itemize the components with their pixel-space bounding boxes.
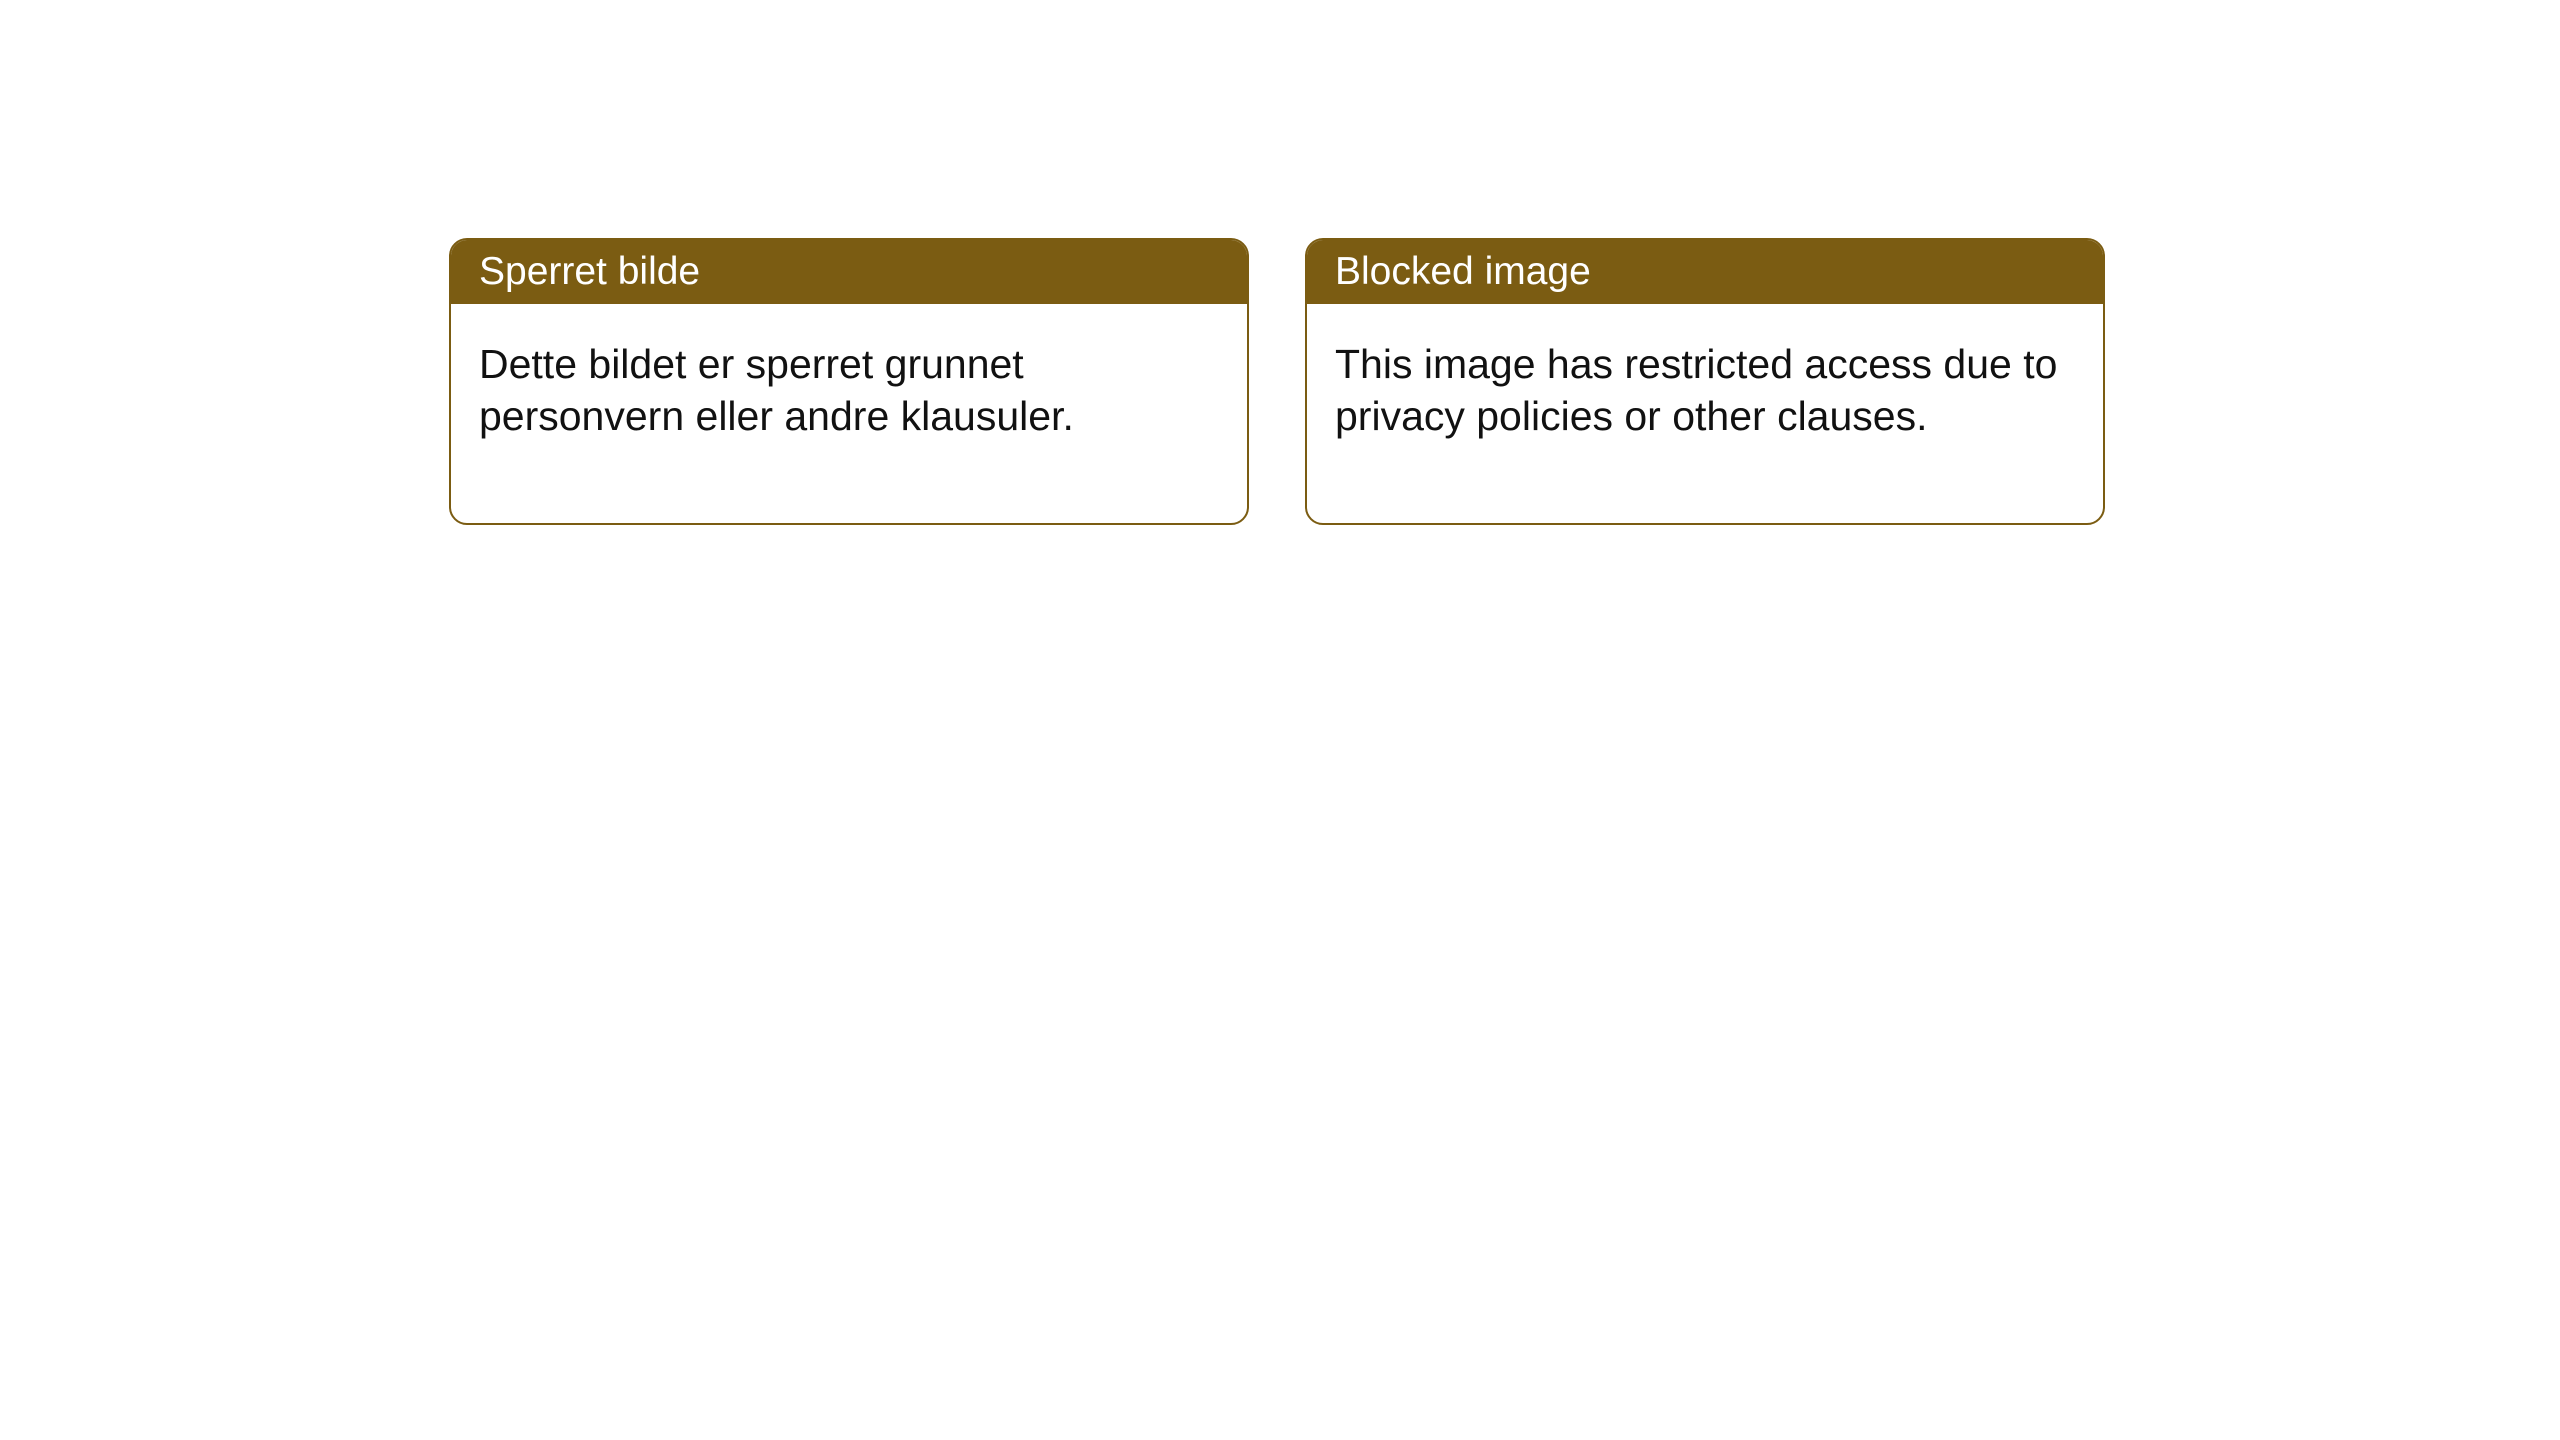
- notice-container: Sperret bilde Dette bildet er sperret gr…: [0, 0, 2560, 525]
- notice-body-en: This image has restricted access due to …: [1307, 304, 2103, 523]
- notice-title-en: Blocked image: [1307, 240, 2103, 304]
- notice-title-nb: Sperret bilde: [451, 240, 1247, 304]
- notice-card-en: Blocked image This image has restricted …: [1305, 238, 2105, 525]
- notice-body-nb: Dette bildet er sperret grunnet personve…: [451, 304, 1247, 523]
- notice-card-nb: Sperret bilde Dette bildet er sperret gr…: [449, 238, 1249, 525]
